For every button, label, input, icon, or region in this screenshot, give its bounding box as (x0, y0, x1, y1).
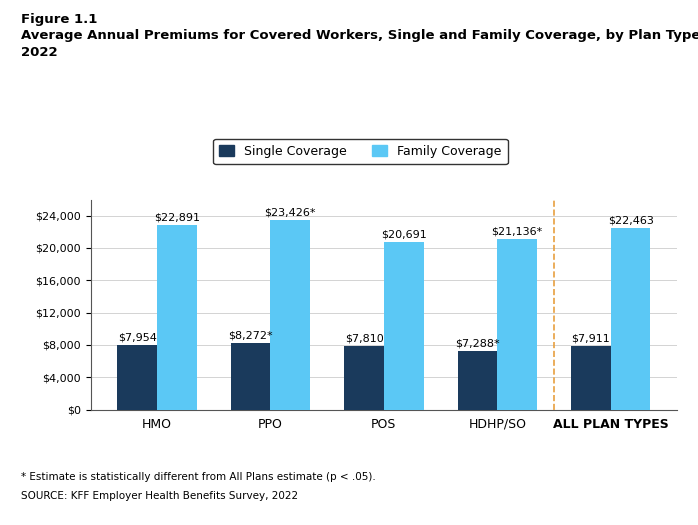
Bar (231, 343, 271, 410)
Bar (117, 345, 157, 410)
Text: $21,136*: $21,136* (491, 226, 543, 236)
Text: 2022: 2022 (21, 46, 57, 59)
Text: $22,463: $22,463 (608, 216, 653, 226)
Text: $22,891: $22,891 (154, 212, 200, 222)
Text: * Estimate is statistically different from All Plans estimate (p < .05).: * Estimate is statistically different fr… (21, 472, 376, 482)
Bar (611, 228, 651, 410)
Legend: Single Coverage, Family Coverage: Single Coverage, Family Coverage (213, 139, 507, 164)
Bar (344, 346, 384, 410)
Bar (497, 239, 537, 410)
Text: Figure 1.1: Figure 1.1 (21, 13, 97, 26)
Text: $23,426*: $23,426* (265, 208, 316, 218)
Text: $7,911: $7,911 (572, 333, 610, 343)
Text: $20,691: $20,691 (381, 230, 426, 240)
Bar (384, 243, 424, 410)
Text: Average Annual Premiums for Covered Workers, Single and Family Coverage, by Plan: Average Annual Premiums for Covered Work… (21, 29, 698, 42)
Bar (458, 351, 497, 410)
Text: $7,288*: $7,288* (455, 338, 500, 348)
Text: $8,272*: $8,272* (228, 330, 273, 340)
Bar (271, 220, 310, 410)
Text: $7,810: $7,810 (345, 334, 383, 344)
Text: SOURCE: KFF Employer Health Benefits Survey, 2022: SOURCE: KFF Employer Health Benefits Sur… (21, 491, 298, 501)
Bar (571, 345, 611, 410)
Bar (157, 225, 197, 410)
Text: $7,954: $7,954 (118, 333, 156, 343)
